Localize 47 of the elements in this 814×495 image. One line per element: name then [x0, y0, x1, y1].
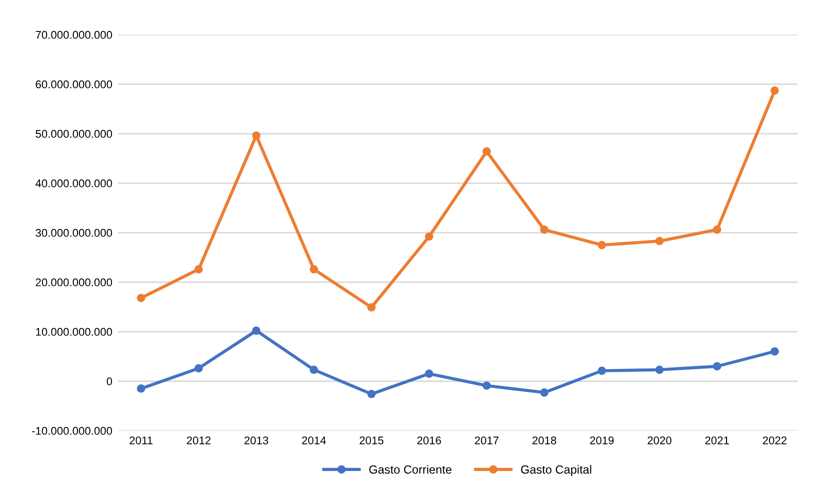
x-tick-label: 2022 [762, 436, 786, 444]
legend-label: Gasto Corriente [369, 465, 452, 474]
x-tick-label: 2017 [474, 436, 498, 444]
y-tick-label: 60.000.000.000 [36, 80, 112, 88]
y-tick-label: 20.000.000.000 [36, 278, 112, 286]
point [712, 362, 722, 370]
point [310, 366, 318, 374]
y-tick-label: 50.000.000.000 [36, 130, 112, 138]
point [540, 226, 548, 234]
x-tick-label: 2011 [130, 436, 152, 444]
point [194, 364, 203, 372]
point [367, 303, 376, 312]
point [310, 265, 318, 274]
point [252, 131, 260, 140]
point [655, 236, 664, 246]
point [424, 370, 434, 378]
point [194, 265, 203, 274]
x-tick-label: 2018 [532, 436, 556, 444]
point [540, 388, 548, 397]
point [482, 147, 491, 156]
x-tick-label: 2012 [186, 436, 210, 444]
x-tick-label: 2015 [360, 436, 384, 444]
x-tick-label: 2014 [302, 436, 326, 444]
point [655, 366, 664, 374]
point [252, 326, 260, 335]
point [770, 347, 779, 356]
point [770, 86, 779, 95]
point [482, 381, 491, 390]
x-tick-label: 2016 [417, 436, 441, 444]
x-tick-label: 2019 [590, 436, 614, 444]
point [136, 384, 146, 393]
point [598, 240, 606, 250]
y-tick-label: 70.000.000.000 [36, 30, 112, 39]
point [712, 226, 722, 234]
point [367, 390, 376, 398]
legend-label: Gasto Capital [521, 465, 592, 476]
y-tick-label: 10.000.000.000 [36, 328, 112, 336]
point [424, 232, 434, 241]
point [598, 366, 606, 375]
point [136, 294, 146, 302]
y-tick-label: 0 [106, 377, 112, 386]
x-tick-label: 2021 [705, 436, 729, 444]
x-tick-label: 2013 [244, 436, 268, 444]
y-tick-label: 30.000.000.000 [36, 228, 112, 237]
y-tick-label: -10.000.000.000 [32, 426, 112, 435]
y-tick-label: 40.000.000.000 [36, 179, 112, 188]
x-tick-label: 2020 [648, 436, 672, 444]
